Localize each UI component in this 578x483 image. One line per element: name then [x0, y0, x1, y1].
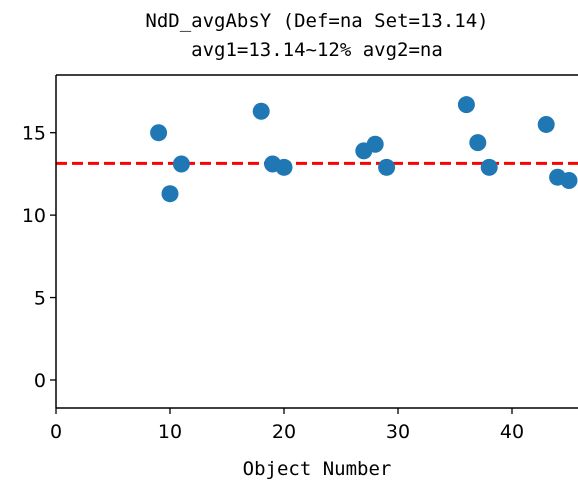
data-point — [172, 155, 190, 173]
y-tick-label: 5 — [34, 288, 46, 310]
x-axis-label: Object Number — [243, 458, 392, 480]
data-point — [161, 185, 179, 203]
data-point — [378, 158, 396, 176]
data-point — [275, 158, 293, 176]
x-tick-label: 40 — [500, 421, 524, 443]
chart-title: NdD_avgAbsY (Def=na Set=13.14) — [145, 10, 488, 32]
data-point — [469, 134, 487, 152]
data-point — [252, 102, 270, 120]
data-point — [366, 135, 384, 153]
x-tick-label: 20 — [272, 421, 296, 443]
data-point — [457, 96, 475, 114]
y-tick-label: 15 — [22, 123, 46, 145]
y-tick-label: 0 — [34, 370, 46, 392]
x-tick-label: 0 — [50, 421, 62, 443]
data-point — [537, 115, 555, 133]
chart-subtitle: avg1=13.14~12% avg2=na — [191, 39, 443, 61]
y-tick-label: 10 — [22, 205, 46, 227]
data-point — [560, 172, 578, 190]
x-tick-label: 30 — [386, 421, 410, 443]
data-point — [480, 158, 498, 176]
x-tick-label: 10 — [158, 421, 182, 443]
data-point — [150, 124, 168, 142]
